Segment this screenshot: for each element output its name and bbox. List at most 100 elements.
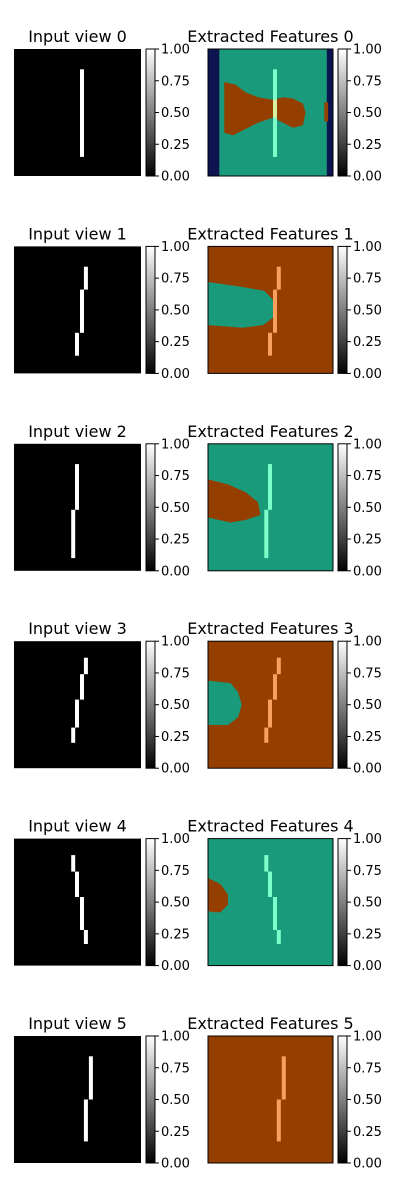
- colorbar-tick-label: 0.75: [353, 74, 382, 89]
- colorbar-tick-label: 0.50: [353, 698, 382, 713]
- digit-stroke: [75, 464, 79, 510]
- feature-region: [208, 282, 273, 328]
- feature-stroke: [281, 1056, 286, 1100]
- feature-map-image: [208, 838, 333, 966]
- colorbar-tick-label: 0.25: [353, 730, 382, 745]
- subplot-row-1: Input view 1 Extracted Features 1 0.00 0.25…: [14, 224, 382, 382]
- subplot-row-3: Input view 3 Extracted Features 3 0.00 0.25…: [14, 619, 382, 777]
- colorbar-tick-label: 1.00: [161, 240, 190, 255]
- digit-stroke: [83, 1099, 88, 1142]
- digit-stroke: [83, 657, 88, 675]
- feature-title: Extracted Features 3: [187, 619, 353, 638]
- colorbar: [145, 443, 156, 572]
- feature-stroke: [268, 871, 272, 897]
- digit-stroke: [71, 727, 76, 743]
- feature-region: [224, 82, 306, 136]
- feature-stroke: [268, 699, 272, 728]
- input-view-title: Input view 0: [28, 27, 127, 46]
- colorbar-tick-label: 0.75: [161, 1061, 190, 1076]
- colorbar-tick-label: 0.75: [353, 864, 382, 879]
- colorbar: [337, 640, 348, 769]
- colorbar-tick-label: 0.25: [353, 1125, 382, 1140]
- colorbar-tick-label: 0.00: [353, 170, 382, 185]
- colorbar-tick-label: 0.00: [353, 762, 382, 777]
- colorbar-tick-label: 0.50: [161, 106, 190, 121]
- colorbar-tick-label: 1.00: [161, 437, 190, 452]
- colorbar: [145, 640, 156, 769]
- feature-region: [208, 878, 228, 913]
- feature-frame: [207, 48, 334, 177]
- colorbar-tick-label: 0.25: [161, 927, 190, 942]
- input-view-image: [14, 49, 141, 176]
- subplot-row-5: Input view 5 Extracted Features 5 0.00 0.25…: [14, 1014, 382, 1172]
- feature-region: [208, 680, 242, 725]
- colorbar-tick-label: 0.00: [161, 564, 190, 579]
- digit-stroke: [75, 332, 79, 356]
- colorbar: [337, 443, 348, 572]
- colorbar-tick-label: 0.00: [353, 1157, 382, 1172]
- feature-frame: [207, 1035, 334, 1164]
- feature-frame: [207, 443, 334, 572]
- colorbar-tick-label: 0.50: [161, 501, 190, 516]
- colorbar-tick-label: 0.25: [353, 335, 382, 350]
- feature-title: Extracted Features 5: [187, 1014, 353, 1033]
- colorbar-tick-label: 0.75: [161, 666, 190, 681]
- input-view-title: Input view 5: [28, 1014, 127, 1033]
- feature-stroke: [276, 930, 281, 944]
- feature-stroke: [273, 674, 277, 700]
- colorbar-tick-label: 0.25: [161, 730, 190, 745]
- colorbar-tick-label: 1.00: [353, 1030, 382, 1045]
- feature-map-image: [208, 1036, 333, 1163]
- colorbar-tick-label: 0.00: [161, 959, 190, 974]
- colorbar-tick-label: 0.50: [353, 501, 382, 516]
- feature-stroke: [276, 657, 281, 675]
- colorbar-tick-label: 0.75: [161, 74, 190, 89]
- colorbar-tick-label: 0.50: [161, 303, 190, 318]
- colorbar: [145, 48, 156, 177]
- colorbar-tick-label: 0.75: [353, 272, 382, 287]
- colorbar-tick-label: 0.00: [161, 367, 190, 382]
- colorbar-tick-label: 0.00: [161, 1157, 190, 1172]
- colorbar-tick-label: 0.50: [353, 1093, 382, 1108]
- feature-frame: [207, 640, 334, 769]
- colorbar-tick-label: 1.00: [161, 43, 190, 58]
- colorbar-tick-label: 0.25: [353, 138, 382, 153]
- colorbar-tick-label: 0.00: [353, 367, 382, 382]
- feature-stroke: [268, 464, 272, 510]
- colorbar-tick-label: 1.00: [161, 1030, 190, 1045]
- feature-title: Extracted Features 2: [187, 422, 353, 441]
- subplot-row-4: Input view 4 Extracted Features 4 0.00 0.25…: [14, 817, 382, 974]
- colorbar-tick-label: 0.50: [353, 303, 382, 318]
- input-view-title: Input view 4: [28, 817, 127, 836]
- feature-stroke: [276, 1099, 281, 1142]
- colorbar-tick-label: 0.75: [353, 469, 382, 484]
- colorbar: [337, 245, 348, 374]
- digit-stroke: [71, 855, 76, 872]
- digit-stroke: [75, 699, 79, 728]
- colorbar-tick-label: 0.50: [353, 106, 382, 121]
- colorbar-tick-label: 1.00: [353, 240, 382, 255]
- input-view-image: [14, 1036, 141, 1163]
- digit-stroke: [88, 1056, 93, 1100]
- digit-stroke: [75, 871, 79, 897]
- colorbar: [145, 1035, 156, 1164]
- colorbar-tick-label: 0.25: [161, 335, 190, 350]
- colorbar-tick-label: 1.00: [161, 635, 190, 650]
- colorbar-tick-label: 0.50: [353, 896, 382, 911]
- colorbar-tick-label: 0.00: [353, 959, 382, 974]
- colorbar: [145, 838, 156, 967]
- colorbar: [145, 245, 156, 374]
- digit-stroke: [80, 897, 84, 930]
- colorbar-tick-label: 0.25: [161, 138, 190, 153]
- feature-region: [208, 479, 261, 523]
- input-view-image: [14, 838, 141, 966]
- colorbar-tick-label: 0.75: [353, 666, 382, 681]
- feature-stroke: [276, 266, 281, 290]
- feature-stroke: [273, 99, 277, 118]
- subplot-row-2: Input view 2 Extracted Features 2 0.00 0.25…: [14, 422, 382, 579]
- digit-stroke: [80, 674, 84, 700]
- feature-region: [324, 102, 329, 122]
- feature-stroke: [273, 897, 277, 930]
- feature-stroke: [264, 727, 269, 743]
- feature-region: [326, 49, 334, 176]
